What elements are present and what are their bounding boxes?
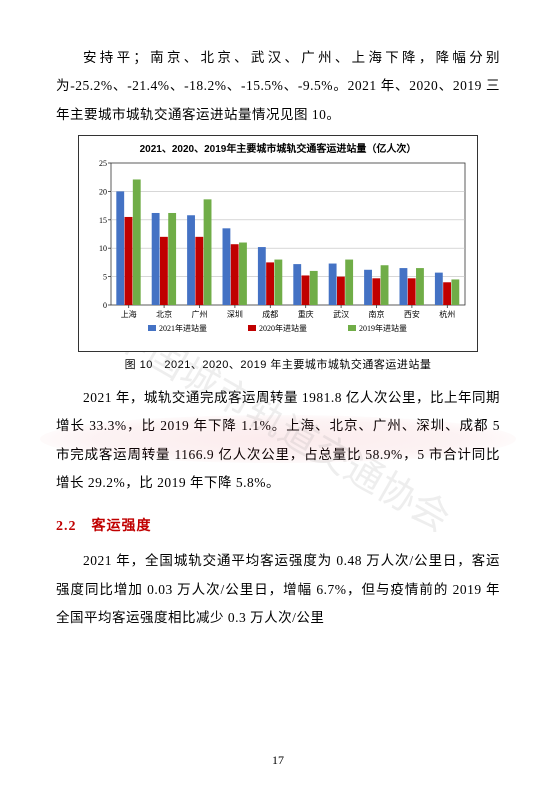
- legend-label: 2021年进站量: [159, 323, 207, 333]
- x-tick-label: 杭州: [439, 309, 455, 319]
- x-tick-label: 西安: [404, 309, 420, 319]
- page-number: 17: [0, 753, 556, 768]
- bar: [381, 265, 389, 305]
- bar: [116, 191, 124, 305]
- bar: [274, 260, 282, 305]
- bar: [310, 271, 318, 305]
- legend-swatch: [148, 325, 156, 331]
- legend-label: 2019年进站量: [359, 323, 407, 333]
- bar: [400, 268, 408, 305]
- bar: [152, 213, 160, 305]
- bar: [204, 199, 212, 305]
- bar: [372, 278, 380, 305]
- y-tick-label: 5: [103, 273, 107, 282]
- bar-chart: 0 5 10 15 20 25 上海 北京 广州 深圳 成都 重庆 武汉 南京 西安 杭州 2021年进站量 20…: [83, 157, 473, 347]
- chart-border: 2021、2020、2019年主要城市城轨交通客运进站量（亿人次） 0 5 10 15…: [78, 135, 478, 352]
- section-title: 2.2 客运强度: [56, 515, 500, 535]
- chart-container: 2021、2020、2019年主要城市城轨交通客运进站量（亿人次） 0 5 10 15…: [78, 135, 478, 352]
- bar: [302, 275, 310, 305]
- bar: [187, 215, 195, 305]
- paragraph-1: 安持平；南京、北京、武汉、广州、上海下降，降幅分别为-25.2%、-21.4%、…: [56, 44, 500, 129]
- bar: [258, 247, 266, 305]
- bar: [266, 262, 274, 305]
- bar: [443, 282, 451, 305]
- y-tick-label: 20: [99, 187, 107, 196]
- y-tick-label: 10: [99, 244, 107, 253]
- bar: [231, 244, 239, 305]
- legend-swatch: [348, 325, 356, 331]
- bar: [133, 180, 141, 306]
- page: 中国城市轨道交通协会 安持平；南京、北京、武汉、广州、上海下降，降幅分别为-25…: [0, 0, 556, 786]
- bar: [329, 264, 337, 305]
- bar: [416, 268, 424, 305]
- bar: [364, 270, 372, 305]
- x-tick-label: 南京: [369, 309, 385, 319]
- bar: [239, 243, 247, 305]
- bar: [408, 278, 416, 305]
- bar: [160, 237, 168, 305]
- y-tick-label: 0: [103, 301, 107, 310]
- y-tick-label: 15: [99, 216, 107, 225]
- paragraph-2: 2021 年，城轨交通完成客运周转量 1981.8 亿人次公里，比上年同期增长 …: [56, 384, 500, 497]
- bar: [435, 273, 443, 305]
- paragraph-3: 2021 年，全国城轨交通平均客运强度为 0.48 万人次/公里日，客运强度同比…: [56, 547, 500, 632]
- bar: [345, 260, 353, 305]
- bar: [125, 217, 133, 305]
- legend-swatch: [248, 325, 256, 331]
- bar: [195, 237, 203, 305]
- x-tick-label: 北京: [156, 309, 172, 319]
- bar: [168, 213, 176, 305]
- y-tick-label: 25: [99, 159, 107, 168]
- chart-title: 2021、2020、2019年主要城市城轨交通客运进站量（亿人次）: [83, 140, 473, 155]
- legend-label: 2020年进站量: [259, 323, 307, 333]
- x-tick-label: 武汉: [333, 309, 349, 319]
- x-tick-label: 重庆: [298, 309, 314, 319]
- bar: [337, 277, 345, 305]
- bar: [223, 228, 231, 305]
- x-tick-label: 上海: [121, 309, 137, 319]
- x-tick-label: 深圳: [227, 309, 243, 319]
- bar: [451, 279, 459, 305]
- x-tick-label: 成都: [262, 309, 278, 319]
- chart-caption: 图 10 2021、2020、2019 年主要城市城轨交通客运进站量: [56, 356, 500, 372]
- x-tick-label: 广州: [192, 309, 208, 319]
- bar: [293, 264, 301, 305]
